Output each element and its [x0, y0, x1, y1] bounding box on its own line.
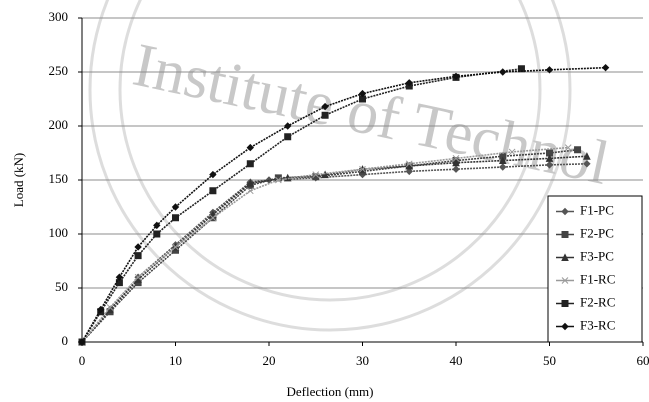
marker	[285, 134, 291, 140]
x-tick-label: 20	[263, 353, 276, 368]
series-line	[82, 164, 587, 342]
marker	[210, 188, 216, 194]
x-tick-label: 60	[637, 353, 649, 368]
watermark: Institute of Technol	[128, 31, 615, 198]
chart: Institute of Technol 0 50 100 150 200 250 300 0…	[0, 0, 649, 402]
y-tick-label: 50	[55, 279, 68, 294]
series-line	[82, 150, 578, 342]
legend-label: F2-RC	[580, 294, 615, 309]
legend-label: F3-RC	[580, 317, 615, 332]
legend-label: F2-PC	[580, 225, 614, 240]
legend-label: F1-PC	[580, 202, 614, 217]
y-tick-label: 300	[49, 9, 69, 24]
marker	[247, 161, 253, 167]
y-tick-label: 250	[49, 63, 69, 78]
x-tick-label: 30	[356, 353, 369, 368]
legend-label: F1-RC	[580, 271, 615, 286]
marker	[173, 215, 179, 221]
marker	[154, 231, 160, 237]
y-tick-label: 100	[49, 225, 69, 240]
x-tick-label: 40	[450, 353, 463, 368]
x-tick-label: 10	[169, 353, 182, 368]
y-tick-label: 0	[62, 333, 69, 348]
marker	[562, 301, 568, 307]
x-axis-title: Deflection (mm)	[287, 384, 374, 399]
marker	[135, 253, 141, 259]
legend: F1-PC F2-PC F3-PC F1-RC F2-RC F3-RC	[548, 196, 642, 342]
y-axis-title: Load (kN)	[11, 153, 26, 208]
y-tick-label: 150	[49, 171, 69, 186]
marker	[500, 69, 506, 75]
legend-label: F3-PC	[580, 248, 614, 263]
marker	[322, 112, 328, 118]
x-tick-label: 50	[543, 353, 556, 368]
marker	[247, 145, 253, 151]
x-tick-label: 0	[79, 353, 86, 368]
marker	[562, 232, 568, 238]
y-tick-label: 200	[49, 117, 69, 132]
marker	[575, 147, 581, 153]
marker	[135, 244, 141, 250]
marker	[603, 65, 609, 71]
